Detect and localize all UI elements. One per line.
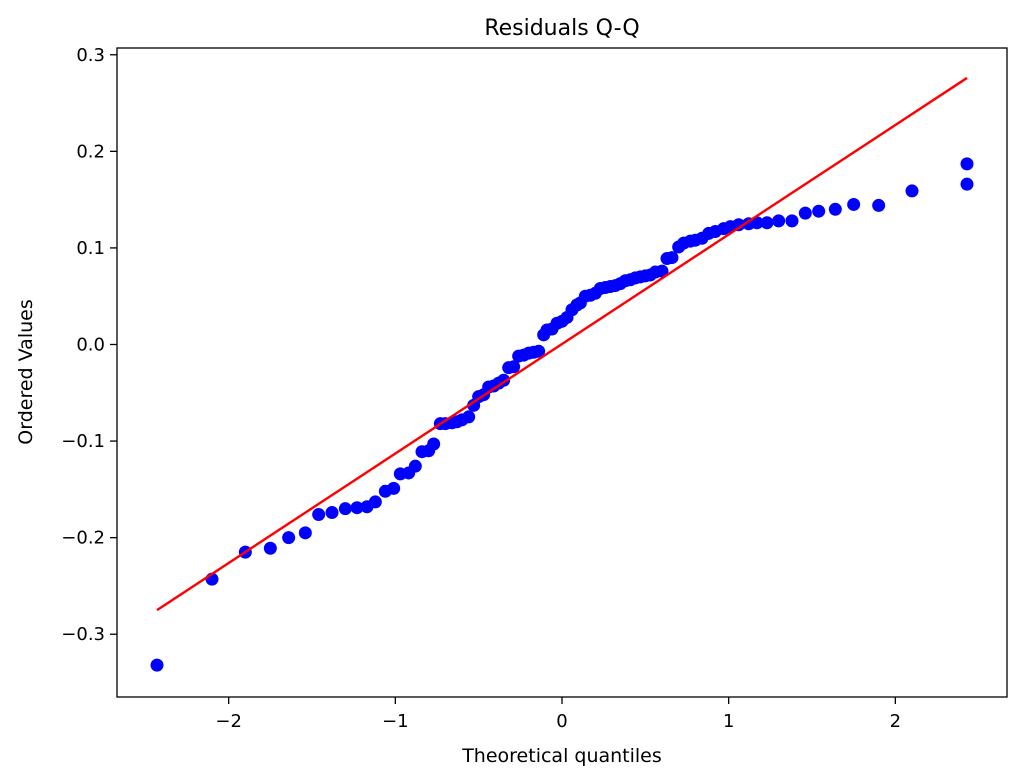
x-tick-label: 2	[890, 711, 901, 732]
x-axis-label: Theoretical quantiles	[461, 745, 662, 767]
data-point	[298, 526, 312, 540]
data-point	[312, 507, 326, 521]
data-point	[150, 658, 164, 672]
x-tick-label: 1	[723, 711, 734, 732]
data-point	[750, 216, 764, 230]
data-point	[760, 216, 774, 230]
data-point	[772, 214, 786, 228]
x-tick-label: −1	[382, 711, 409, 732]
x-tick-label: 0	[556, 711, 567, 732]
data-point	[507, 360, 521, 374]
x-axis: −2 −1 0 1 2	[215, 697, 901, 732]
y-axis-label: Ordered Values	[15, 299, 37, 444]
data-point	[960, 157, 974, 171]
data-point	[785, 214, 799, 228]
data-point	[408, 459, 422, 473]
data-point	[798, 206, 812, 220]
data-point	[812, 204, 826, 218]
data-point	[732, 218, 746, 232]
y-tick-label: 0.2	[76, 141, 105, 162]
data-point	[368, 495, 382, 509]
y-tick-label: 0.0	[76, 334, 105, 355]
data-point	[872, 198, 886, 212]
data-point	[427, 437, 441, 451]
y-tick-label: −0.3	[61, 624, 105, 645]
data-point	[665, 251, 679, 265]
y-tick-label: −0.1	[61, 431, 105, 452]
data-point	[325, 506, 339, 520]
data-point	[905, 184, 919, 198]
data-point	[282, 531, 296, 545]
plot-area	[150, 76, 974, 672]
axes-frame	[116, 47, 1008, 698]
x-tick-label: −2	[215, 711, 242, 732]
y-tick-label: 0.3	[76, 45, 105, 66]
reference-line	[156, 76, 968, 612]
data-point	[387, 481, 401, 495]
data-point	[532, 344, 546, 358]
data-point	[263, 541, 277, 555]
data-point	[655, 264, 669, 278]
data-point	[828, 202, 842, 216]
data-point	[462, 410, 476, 424]
data-point	[350, 501, 364, 515]
y-axis: −0.3 −0.2 −0.1 0.0 0.1 0.2 0.3	[61, 45, 117, 645]
y-tick-label: −0.2	[61, 528, 105, 549]
data-point	[338, 502, 352, 516]
data-point	[847, 197, 861, 211]
y-tick-label: 0.1	[76, 238, 105, 259]
chart-title: Residuals Q-Q	[484, 16, 639, 41]
data-point	[960, 177, 974, 191]
